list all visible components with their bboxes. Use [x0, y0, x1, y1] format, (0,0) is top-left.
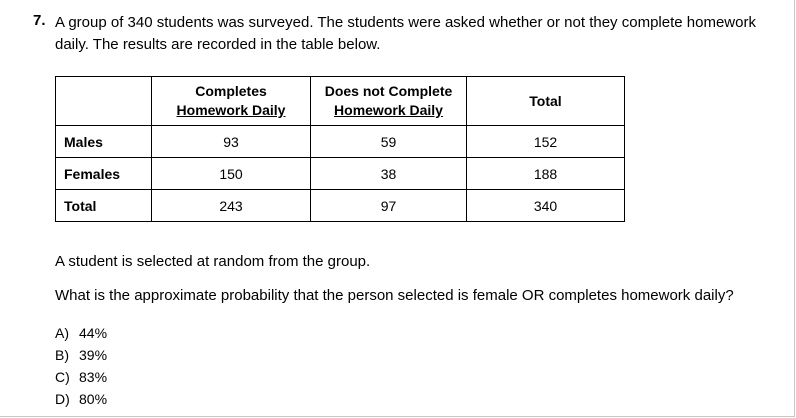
header-does-not-line1: Does not Complete [324, 83, 453, 99]
cell-does-not: 59 [310, 125, 467, 158]
choice-d: D) 80% [55, 388, 107, 410]
choice-value: 80% [79, 391, 108, 407]
choice-letter: D) [55, 391, 70, 407]
choice-value: 83% [79, 369, 108, 385]
cell-completes: 243 [151, 189, 311, 222]
choice-letter: A) [55, 325, 69, 341]
header-completes-line1: Completes [195, 83, 267, 99]
cell-total: 188 [466, 157, 625, 190]
choice-value: 44% [79, 325, 108, 341]
table-row: Males 93 59 152 [55, 125, 625, 158]
row-label: Total [55, 189, 152, 222]
row-label: Males [55, 125, 152, 158]
cell-does-not: 97 [310, 189, 467, 222]
choice-a: A) 44% [55, 322, 107, 344]
choice-letter: B) [55, 347, 69, 363]
prompt-line-1: A group of 340 students was surveyed. Th… [55, 14, 756, 31]
prompt-line-2: daily. The results are recorded in the t… [55, 36, 381, 53]
cell-total: 152 [466, 125, 625, 158]
answer-choices: A) 44% B) 39% C) 83% D) 80% [55, 322, 107, 410]
table-header-row: Completes Homework Daily Does not Comple… [55, 76, 625, 126]
header-does-not-line2: Homework Daily [334, 102, 443, 118]
header-completes: Completes Homework Daily [151, 76, 311, 126]
choice-value: 39% [79, 347, 108, 363]
cell-does-not: 38 [310, 157, 467, 190]
header-total: Total [466, 76, 625, 126]
header-does-not-complete: Does not Complete Homework Daily [310, 76, 467, 126]
statement-random-selection: A student is selected at random from the… [55, 253, 371, 270]
choice-b: B) 39% [55, 344, 107, 366]
cell-total: 340 [466, 189, 625, 222]
survey-table: Completes Homework Daily Does not Comple… [55, 76, 625, 222]
choice-c: C) 83% [55, 366, 107, 388]
table-row: Females 150 38 188 [55, 157, 625, 190]
cell-completes: 93 [151, 125, 311, 158]
row-label: Females [55, 157, 152, 190]
table-row: Total 243 97 340 [55, 189, 625, 222]
question-number: 7. [33, 12, 46, 29]
cell-completes: 150 [151, 157, 311, 190]
question-prompt: A group of 340 students was surveyed. Th… [55, 12, 785, 56]
header-corner-cell [55, 76, 152, 126]
choice-letter: C) [55, 369, 70, 385]
header-completes-line2: Homework Daily [176, 102, 286, 118]
statement-probability-question: What is the approximate probability that… [55, 287, 734, 304]
